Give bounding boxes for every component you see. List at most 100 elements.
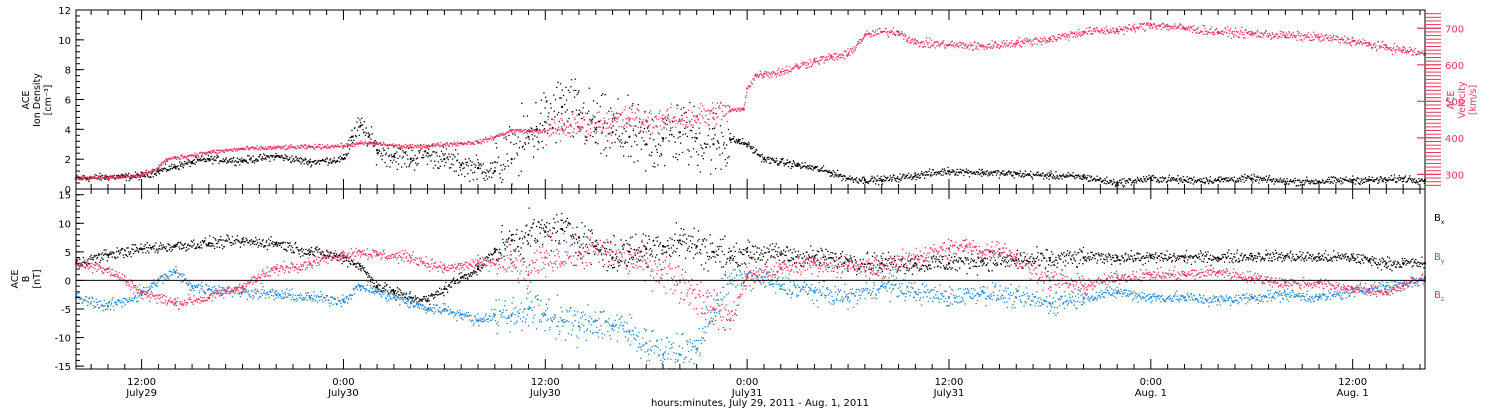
velocity-sample [1339,38,1341,41]
velocity-sample [995,42,997,44]
ion-density-sample [508,126,511,128]
velocity-sample [1399,47,1401,49]
ion-density-sample [562,94,565,97]
velocity-sample [1140,25,1142,28]
velocity-sample [1276,33,1278,35]
velocity-sample [895,34,897,36]
ion-density-sample [651,151,653,154]
ion-density-sample [621,142,623,144]
velocity-sample [634,112,636,114]
ion-density-sample [524,143,527,145]
velocity-sample [1337,36,1339,39]
velocity-sample [997,46,999,48]
velocity-sample [1053,37,1055,39]
bx-sample [255,236,257,239]
velocity-sample [670,103,673,105]
velocity-sample [738,107,741,110]
ion-density-sample [1418,178,1420,180]
ion-density-sample [415,162,417,164]
velocity-sample [922,46,924,48]
velocity-sample [1110,30,1112,32]
ion-density-sample [981,175,983,177]
velocity-sample [438,144,440,146]
bx-sample [186,244,189,247]
ion-density-sample [1138,179,1140,182]
velocity-sample [193,155,196,157]
ion-density-sample [591,118,593,120]
velocity-sample [1151,27,1153,30]
velocity-sample [1233,36,1235,38]
bx-sample [101,252,104,254]
bx-sample [142,248,145,250]
bx-sample [167,243,170,246]
ion-density-sample [761,153,763,156]
velocity-sample [258,148,260,150]
ion-density-sample [1051,176,1053,178]
ion-density-sample [629,107,631,109]
velocity-sample [522,129,524,131]
velocity-sample [485,136,487,138]
velocity-sample [1183,28,1185,31]
velocity-sample [158,166,161,168]
velocity-sample [762,77,764,79]
velocity-sample [1062,33,1064,35]
ion-density-sample [1073,175,1075,178]
ion-density-sample [267,155,270,157]
ion-density-sample [1139,180,1141,182]
ion-density-sample [342,158,344,160]
velocity-sample [1154,25,1156,27]
bx-point [1351,256,1354,259]
ion-density-sample [1109,179,1111,182]
velocity-sample [405,145,408,148]
ion-density-sample [611,118,614,120]
bx-sample [108,254,110,256]
ion-density-sample [1005,173,1007,175]
velocity-sample [846,55,849,57]
bx-sample [131,248,133,250]
velocity-sample [1040,41,1042,43]
ion-density-sample [987,175,989,177]
ion-density-sample [1012,174,1014,176]
ion-density-sample [82,175,85,177]
velocity-sample [190,155,192,157]
velocity-sample [1036,38,1038,40]
velocity-sample [689,122,691,124]
ion-density-sample [781,159,784,161]
ion-density-sample [370,138,372,140]
ion-density-sample [559,83,562,85]
velocity-sample [1398,47,1400,49]
ion-density-sample [1113,181,1115,183]
velocity-sample [1211,26,1213,28]
ion-density-sample [446,157,448,159]
ion-density-sample [1087,174,1089,177]
velocity-sample [328,145,330,148]
velocity-sample [835,57,837,59]
bx-sample [128,251,130,253]
velocity-sample [1092,28,1094,30]
velocity-sample [857,40,859,43]
ion-density-sample [783,165,785,167]
velocity-sample [246,146,248,148]
velocity-sample [1357,42,1359,44]
velocity-point [1116,29,1119,32]
velocity-sample [279,146,281,149]
velocity-sample [607,122,609,124]
ion-density-sample [1073,176,1075,178]
bx-sample [290,245,292,247]
ion-density-sample [1140,177,1142,180]
bx-sample [89,256,91,258]
velocity-sample [786,69,788,71]
bx-sample [279,243,281,245]
ion-density-sample [613,118,616,120]
bx-sample [131,243,134,246]
ion-density-sample [193,159,196,161]
bx-point [1385,262,1388,265]
velocity-sample [458,143,460,145]
ion-density-sample [199,159,201,161]
velocity-sample [290,145,292,147]
ion-density-sample [1378,181,1380,183]
ion-density-sample [1026,174,1028,176]
ion-density-sample [141,171,143,174]
ion-density-sample [1130,179,1132,182]
ion-density-sample [394,152,397,155]
